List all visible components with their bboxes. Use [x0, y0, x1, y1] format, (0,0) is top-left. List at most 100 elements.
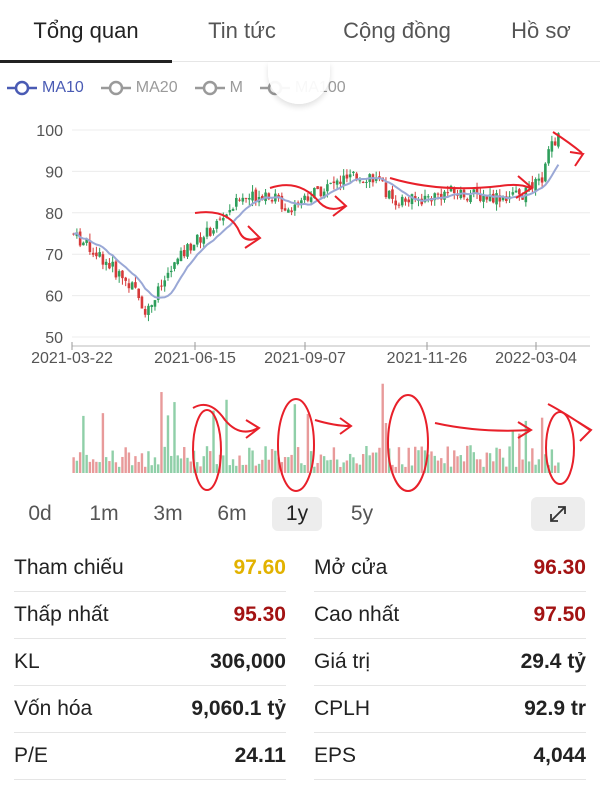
volume-bar [179, 458, 183, 473]
chart-svg: 100 90 80 70 60 50 2021-03-22 2021-06-15 2021-09… [31, 123, 593, 492]
volume-bar [111, 450, 114, 473]
candle-body [348, 174, 352, 178]
volume-bar [394, 466, 397, 473]
candle-body [134, 282, 137, 288]
volume-bar [267, 459, 271, 473]
candle-body [557, 133, 560, 147]
period-button-5y[interactable]: 5y [338, 497, 386, 531]
legend-item-ma50[interactable]: M [194, 79, 243, 97]
stat-value: 97.60 [233, 556, 286, 579]
expand-chart-button[interactable] [531, 497, 585, 531]
volume-bar [303, 464, 306, 473]
candle-body [358, 180, 362, 182]
candle-body [212, 230, 215, 234]
volume-bar [104, 457, 108, 473]
volume-bar [147, 451, 150, 473]
stats-row: Thấp nhất 95.30 Cao nhất 97.50 [0, 592, 600, 640]
annotation-circle [387, 394, 429, 492]
candle-body [423, 195, 427, 203]
tab-community[interactable]: Cộng đồng [312, 0, 482, 62]
legend-item-ma20[interactable]: MA20 [100, 79, 178, 97]
candle-body [300, 200, 303, 204]
y-tick-label: 50 [45, 330, 63, 347]
candle-body [124, 277, 127, 281]
volume-bar [342, 462, 345, 473]
volume-bar [553, 465, 557, 473]
volume-bar [433, 455, 436, 473]
candle-body [251, 191, 254, 201]
volume-bar [313, 466, 316, 473]
volume-bar [287, 457, 290, 473]
volume-bar [401, 464, 404, 473]
stat-value: 306,000 [210, 650, 286, 673]
volume-bar [495, 447, 498, 473]
candle-body [179, 250, 183, 262]
period-button-1y[interactable]: 1y [272, 497, 322, 531]
volume-bar [488, 453, 492, 473]
volume-bar [228, 465, 231, 473]
volume-bar [121, 456, 124, 473]
candle-body [127, 283, 131, 289]
volume-bar [329, 459, 332, 473]
candle-body [531, 182, 534, 189]
candle-body [518, 189, 521, 195]
tab-label: Hồ sơ [511, 18, 571, 43]
volume-bar [222, 455, 225, 473]
candle-body [391, 189, 394, 199]
volume-bar [160, 392, 163, 473]
candle-body [361, 181, 365, 183]
period-label: 1m [89, 502, 119, 525]
candle-body [78, 231, 82, 246]
volume-bar [365, 446, 368, 473]
volume-bar [446, 446, 449, 473]
price-chart[interactable]: 100 90 80 70 60 50 2021-03-22 2021-06-15 2021-09… [0, 108, 600, 493]
candle-body [475, 187, 479, 193]
candle-body [511, 192, 515, 195]
period-button-1m[interactable]: 1m [80, 497, 128, 531]
volume-bar [130, 465, 134, 473]
candle-body [521, 195, 524, 200]
period-button-6m[interactable]: 6m [208, 497, 256, 531]
period-button-3m[interactable]: 3m [144, 497, 192, 531]
volume-bar [459, 455, 462, 473]
candle-body [169, 270, 173, 273]
volume-bar [355, 463, 358, 473]
stat-value: 97.50 [533, 603, 586, 626]
candle-body [88, 240, 92, 252]
candle-body [111, 261, 114, 267]
volume-bar [514, 466, 518, 473]
volume-bar [78, 452, 82, 473]
volume-bar [261, 459, 264, 473]
volume-bar [264, 446, 267, 473]
candle-body [248, 198, 251, 200]
x-tick-label: 2021-11-26 [387, 350, 468, 367]
volume-bar [420, 446, 423, 473]
period-button-0d[interactable]: 0d [18, 497, 62, 531]
stat-label: Cao nhất [314, 603, 400, 626]
legend-item-ma10[interactable]: MA10 [6, 79, 84, 97]
x-tick-label: 2021-09-07 [264, 350, 346, 367]
y-tick-label: 70 [45, 247, 63, 264]
tab-overview[interactable]: Tổng quan [0, 0, 172, 63]
annotation-circle [545, 411, 575, 485]
candle-body [352, 171, 355, 173]
candle-body [443, 191, 446, 200]
volume-bar [475, 459, 479, 473]
volume-bar [397, 447, 401, 473]
volume-bar [544, 454, 547, 473]
volume-bar [209, 451, 212, 473]
legend-label: MA20 [135, 79, 178, 96]
volume-bar [335, 459, 339, 473]
annotation-stroke [434, 422, 531, 432]
volume-bar [101, 413, 105, 473]
tab-profile[interactable]: Hồ sơ [482, 0, 600, 62]
candle-body [355, 173, 358, 180]
candle-body [98, 252, 101, 257]
candle-body [254, 189, 258, 202]
volume-bar [257, 463, 261, 473]
tab-news[interactable]: Tin tức [172, 0, 312, 62]
volume-bar [300, 463, 303, 473]
volume-bar [137, 461, 140, 473]
period-label: 6m [217, 502, 247, 525]
volume-bar [430, 451, 433, 473]
